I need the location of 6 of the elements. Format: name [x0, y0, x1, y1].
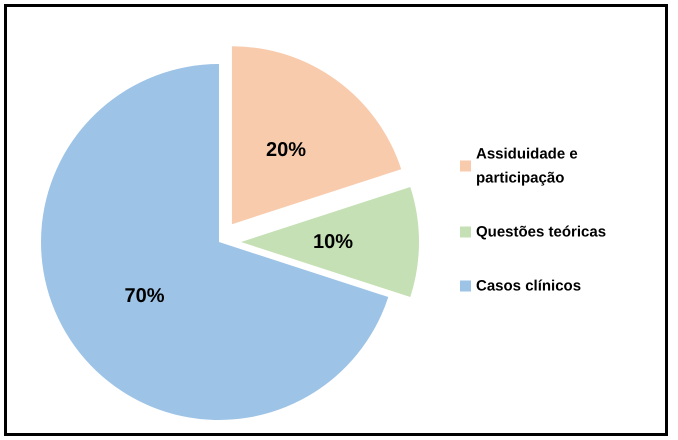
- legend-label: Casos clínicos: [476, 278, 582, 294]
- data-label: 20%: [266, 138, 306, 161]
- data-label: 70%: [124, 285, 165, 308]
- legend-label: Assiduidade e participação: [476, 146, 582, 186]
- legend-label: Questões teóricas: [476, 224, 606, 240]
- data-label: 10%: [312, 231, 354, 253]
